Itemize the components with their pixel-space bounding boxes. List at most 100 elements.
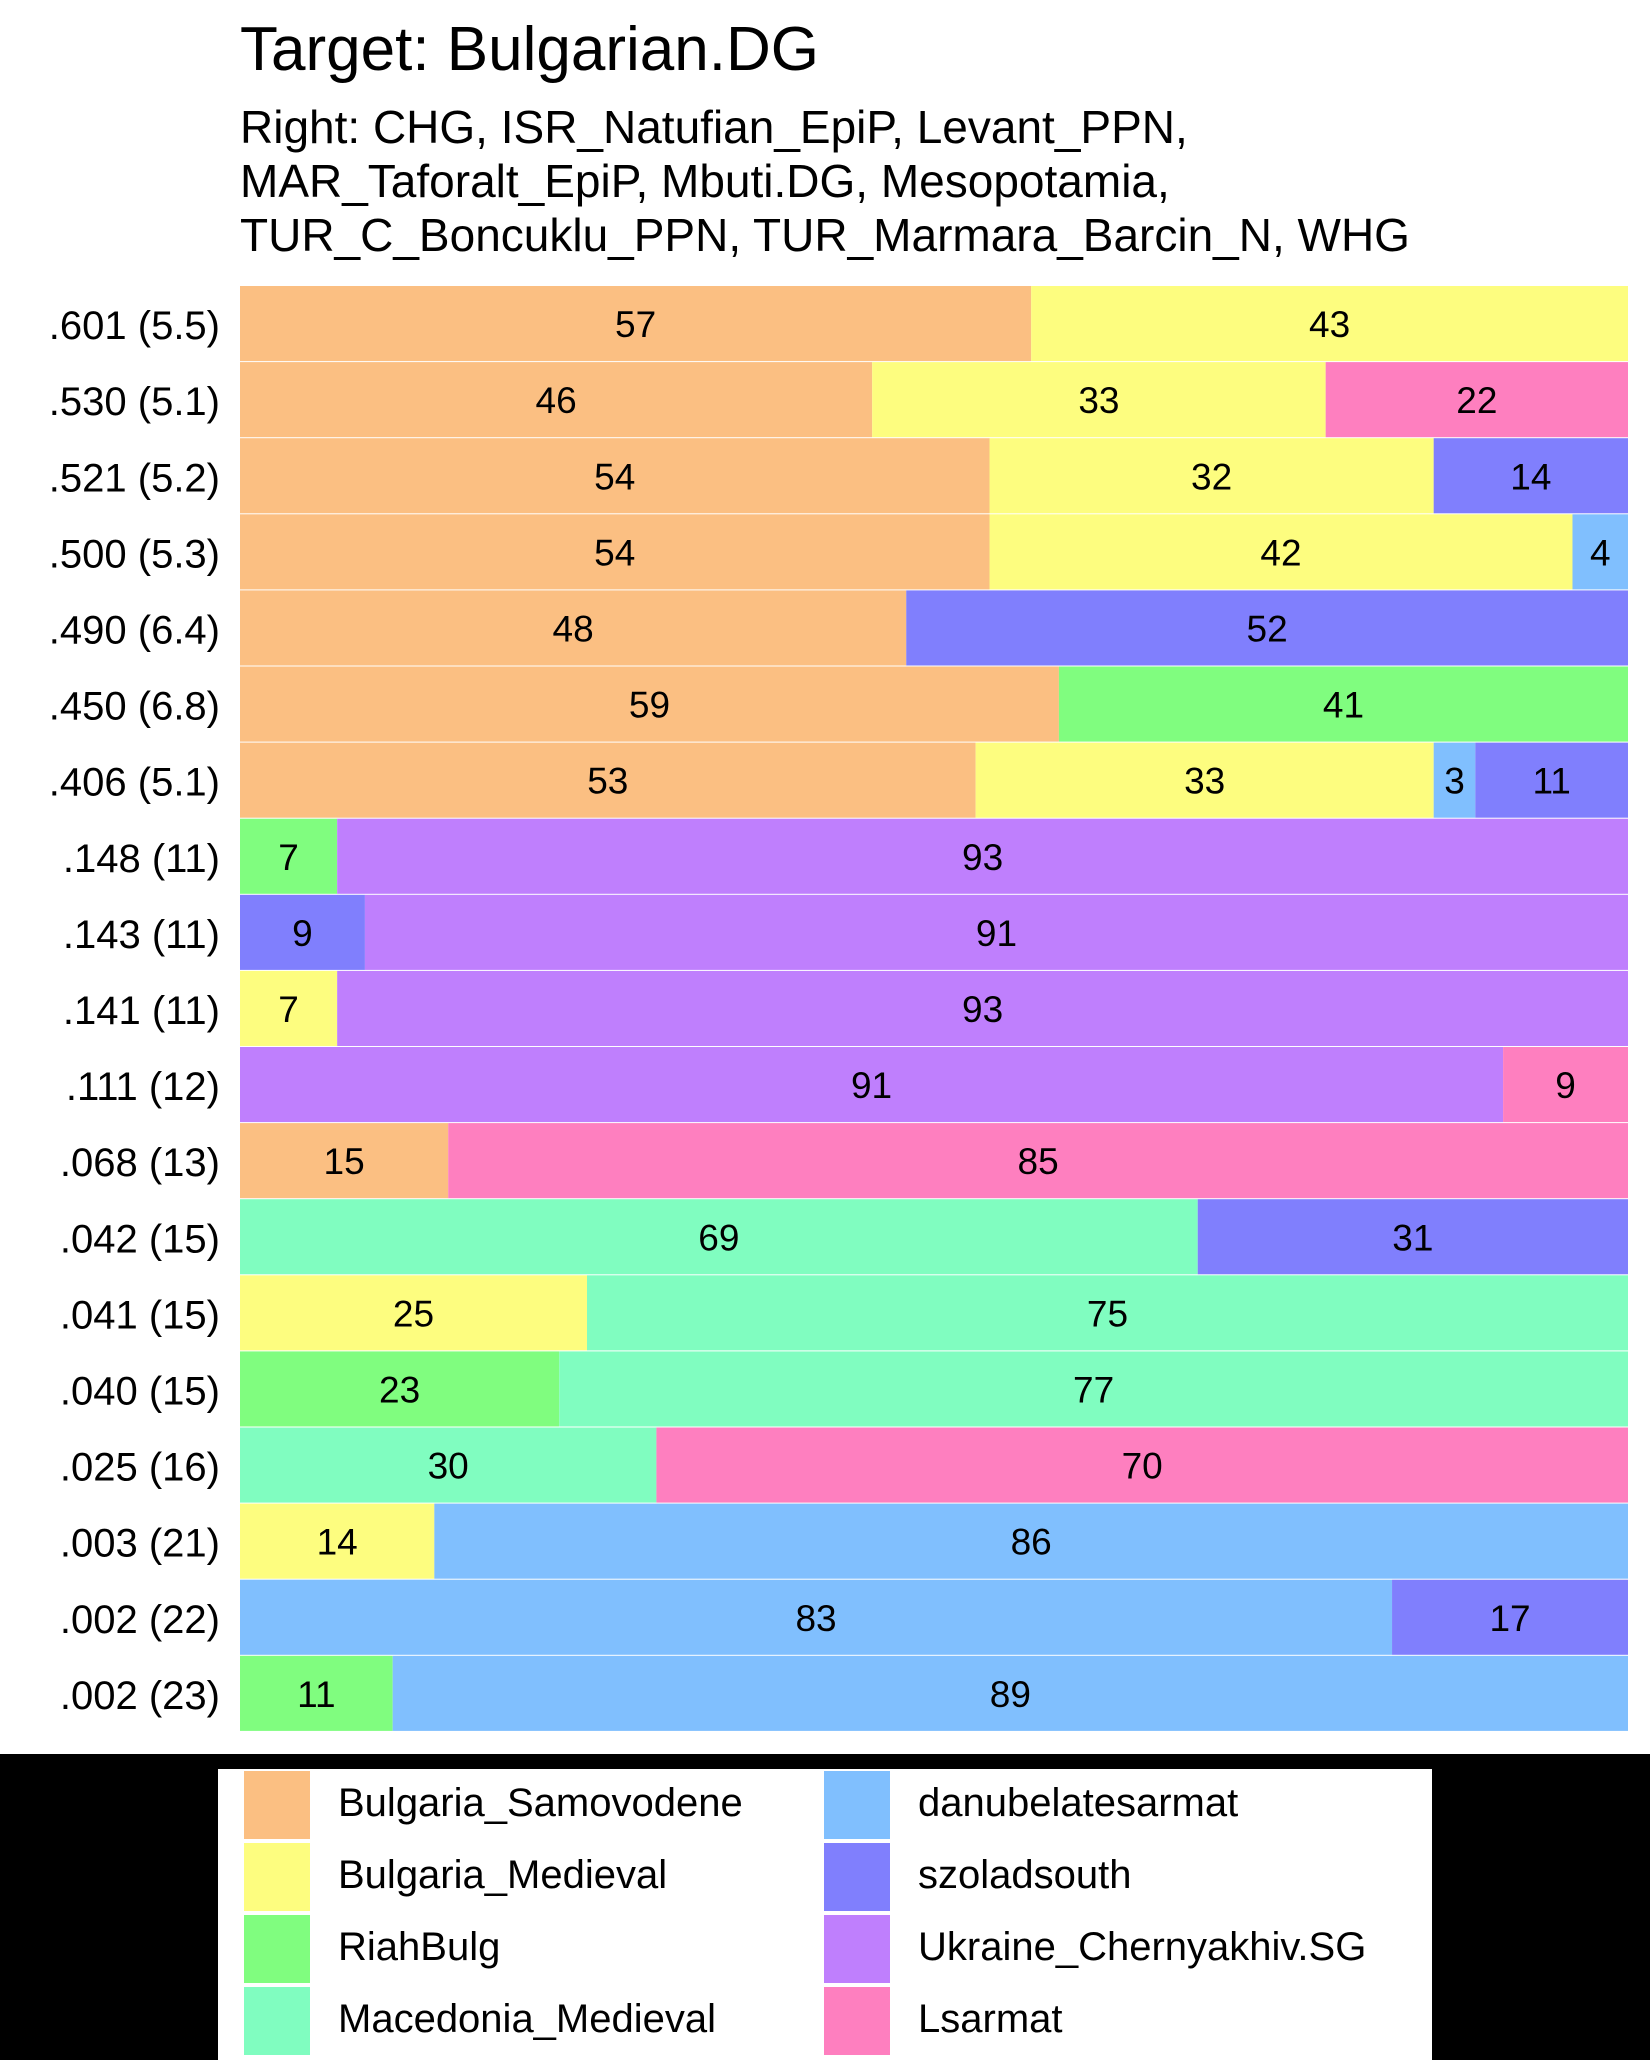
legend-swatch <box>824 1843 890 1911</box>
data-label: 11 <box>1532 761 1570 802</box>
bar-segment <box>240 286 1032 362</box>
row-label: .068 (13) <box>60 1141 220 1185</box>
data-label: 70 <box>1122 1446 1163 1487</box>
bar-segment <box>559 1351 1628 1427</box>
bar-segment <box>240 970 338 1046</box>
data-label: 22 <box>1456 380 1497 421</box>
data-label: 31 <box>1392 1217 1433 1258</box>
data-label: 33 <box>1078 380 1119 421</box>
bar-segment <box>240 514 990 590</box>
bar-segment <box>240 1655 393 1731</box>
data-label: 93 <box>962 989 1003 1030</box>
row-label: .141 (11) <box>63 989 220 1033</box>
data-label: 14 <box>317 1522 358 1563</box>
bar-segment <box>240 666 1059 742</box>
legend-swatch <box>824 1771 890 1839</box>
bar-segment <box>1058 666 1628 742</box>
row-label: .530 (5.1) <box>49 380 220 424</box>
bar-segment <box>240 742 976 818</box>
bar-segment <box>587 1275 1628 1351</box>
row-label: .025 (16) <box>60 1446 220 1490</box>
bar-segment <box>872 362 1326 438</box>
data-label: 91 <box>976 913 1017 954</box>
bar-segment <box>1433 438 1628 514</box>
data-label: 4 <box>1590 532 1611 573</box>
bar-segment <box>989 514 1573 590</box>
bar-segment <box>240 362 873 438</box>
subtitle-line: MAR_Taforalt_EpiP, Mbuti.DG, Mesopotamia… <box>240 155 1170 207</box>
row-label: .143 (11) <box>63 913 220 957</box>
bar-segment <box>989 438 1434 514</box>
bar-segment <box>434 1503 1628 1579</box>
data-label: 14 <box>1510 456 1551 497</box>
data-label: 89 <box>990 1674 1031 1715</box>
bar-segment <box>240 818 338 894</box>
bar-segment <box>448 1123 1629 1199</box>
row-label: .500 (5.3) <box>49 532 220 576</box>
bar-segment <box>1325 362 1628 438</box>
legend-swatch <box>244 1843 310 1911</box>
row-label: .450 (6.8) <box>49 685 220 729</box>
row-label: .490 (6.4) <box>49 608 220 652</box>
data-label: 17 <box>1489 1598 1530 1639</box>
data-label: 69 <box>698 1217 739 1258</box>
bar-segment <box>240 590 907 666</box>
row-label: .040 (15) <box>60 1369 220 1413</box>
legend-label: RiahBulg <box>338 1925 501 1969</box>
data-label: 91 <box>851 1065 892 1106</box>
legend-swatch <box>244 1915 310 1983</box>
data-label: 32 <box>1191 456 1232 497</box>
row-label: .041 (15) <box>60 1293 220 1337</box>
bar-segment <box>656 1427 1628 1503</box>
data-label: 57 <box>615 304 656 345</box>
bar-segment <box>240 1427 657 1503</box>
data-label: 42 <box>1260 532 1301 573</box>
legend-swatch <box>824 1987 890 2055</box>
data-label: 54 <box>594 456 635 497</box>
bar-segment <box>240 1047 1504 1123</box>
bar-segment <box>337 818 1628 894</box>
data-label: 41 <box>1323 685 1364 726</box>
data-label: 7 <box>278 989 299 1030</box>
bar-segment <box>240 1351 560 1427</box>
data-label: 83 <box>795 1598 836 1639</box>
data-label: 11 <box>297 1674 335 1715</box>
bar-segment <box>1572 514 1628 590</box>
stacked-bar-chart: .601 (5.5) 57 43.530 (5.1) 46 33 22.521 (5.2)… <box>49 286 1629 1731</box>
legend-label: Macedonia_Medieval <box>338 1997 717 2041</box>
data-label: 52 <box>1247 608 1288 649</box>
row-label: .042 (15) <box>60 1217 220 1261</box>
legend-swatch <box>824 1915 890 1983</box>
data-label: 3 <box>1444 761 1465 802</box>
bar-segment <box>1475 742 1628 818</box>
row-label: .406 (5.1) <box>49 761 220 805</box>
data-label: 30 <box>428 1446 469 1487</box>
row-label: .601 (5.5) <box>49 304 220 348</box>
chart-subtitle: Right: CHG, ISR_Natufian_EpiP, Levant_PP… <box>240 100 1410 262</box>
data-label: 33 <box>1184 761 1225 802</box>
subtitle-line: TUR_C_Boncuklu_PPN, TUR_Marmara_Barcin_N… <box>240 209 1410 261</box>
bar-segment <box>392 1655 1629 1731</box>
bar-segment <box>240 438 990 514</box>
bar-segment <box>1503 1047 1628 1123</box>
data-label: 23 <box>379 1369 420 1410</box>
bar-segment <box>240 1579 1393 1655</box>
bar-segment <box>1197 1199 1628 1275</box>
legend-label: szoladsouth <box>918 1853 1132 1897</box>
bar-segment <box>240 1123 449 1199</box>
data-label: 15 <box>324 1141 365 1182</box>
data-label: 25 <box>393 1293 434 1334</box>
row-label: .521 (5.2) <box>49 456 220 500</box>
legend-swatch <box>244 1987 310 2055</box>
bar-segment <box>240 1503 435 1579</box>
chart-title: Target: Bulgarian.DG <box>240 15 819 84</box>
row-label: .148 (11) <box>63 837 220 881</box>
legend-label: Bulgaria_Samovodene <box>338 1781 743 1825</box>
bar-segment <box>240 1199 1198 1275</box>
legend: Bulgaria_Samovodene Bulgaria_Medieval Riah… <box>218 1769 1432 2060</box>
row-label: .003 (21) <box>60 1522 220 1566</box>
data-label: 77 <box>1073 1369 1114 1410</box>
data-label: 85 <box>1018 1141 1059 1182</box>
subtitle-line: Right: CHG, ISR_Natufian_EpiP, Levant_PP… <box>240 101 1188 153</box>
bar-segment <box>364 894 1628 970</box>
